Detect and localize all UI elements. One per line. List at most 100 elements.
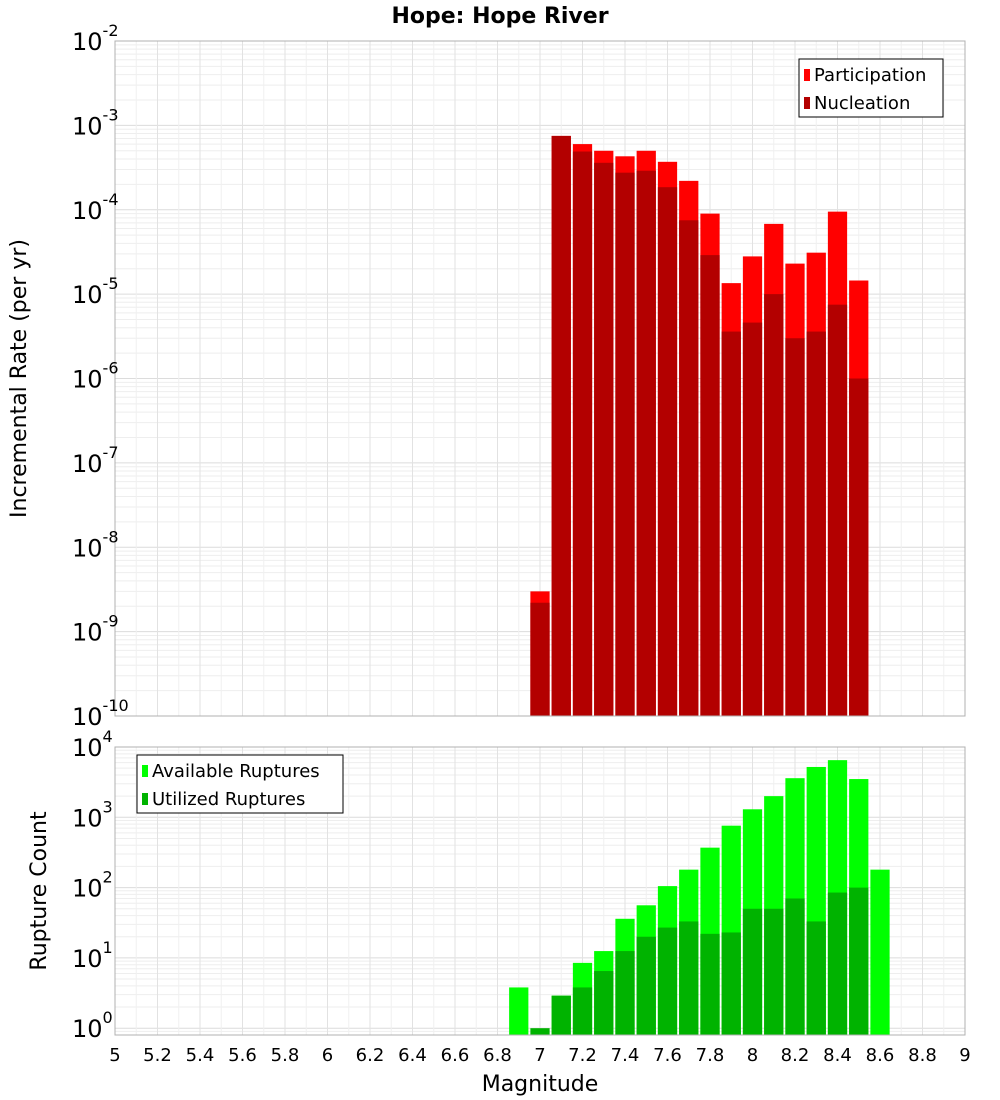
y-tick-label: 10-3 (72, 105, 119, 140)
y-tick-base: 10 (72, 197, 103, 225)
x-tick-label: 7 (534, 1045, 545, 1066)
x-tick-label: 6.6 (441, 1045, 470, 1066)
y-tick-base: 10 (72, 804, 103, 832)
bar-nucleation (742, 322, 763, 716)
y-tick-label: 10-5 (72, 274, 119, 309)
y-tick-base: 10 (72, 1015, 103, 1043)
x-tick-label: 8.6 (866, 1045, 895, 1066)
bar-nucleation (806, 331, 826, 716)
x-axis-title: Magnitude (482, 1072, 599, 1097)
bar-utilized-ruptures (700, 933, 720, 1035)
x-tick-label: 5.8 (271, 1045, 300, 1066)
y-tick-exponent: 4 (103, 727, 113, 746)
x-tick-label: 5.6 (228, 1045, 257, 1066)
bar-nucleation (721, 331, 741, 716)
bar-nucleation (530, 602, 550, 716)
legend: Participation Nucleation (798, 58, 944, 118)
y-tick-base: 10 (72, 734, 103, 762)
bar-utilized-ruptures (679, 921, 699, 1035)
x-tick-label: 7.8 (696, 1045, 725, 1066)
bar-utilized-ruptures (657, 927, 678, 1035)
x-tick-label: 8.2 (781, 1045, 810, 1066)
bar-utilized-ruptures (764, 908, 784, 1035)
x-tick-label: 6.4 (398, 1045, 427, 1066)
y-tick-exponent: -5 (103, 274, 119, 293)
y-tick-base: 10 (72, 112, 103, 140)
bar-nucleation (785, 338, 805, 716)
x-tick-label: 8 (747, 1045, 758, 1066)
y-tick-exponent: -7 (103, 443, 119, 462)
bar-utilized-ruptures (849, 887, 869, 1035)
bar-utilized-ruptures (827, 892, 848, 1035)
plot-frame (114, 40, 966, 717)
bar-nucleation (700, 255, 720, 716)
bar-nucleation (594, 162, 614, 716)
y-tick-label: 10-6 (72, 359, 119, 394)
bar-utilized-ruptures (551, 995, 571, 1035)
y-tick-exponent: 0 (103, 1008, 113, 1027)
y-tick-label: 10-4 (72, 190, 119, 225)
y-tick-label: 10-8 (72, 527, 119, 562)
y-tick-label: 10-2 (72, 21, 119, 56)
bar-nucleation (657, 187, 678, 716)
bars (530, 135, 869, 717)
y-tick-base: 10 (72, 450, 103, 478)
y-tick-base: 10 (72, 366, 103, 394)
x-tick-label: 7.2 (568, 1045, 597, 1066)
y-tick-base: 10 (72, 619, 103, 647)
bar-utilized-ruptures (636, 936, 656, 1035)
y-tick-base: 10 (72, 28, 103, 56)
y-tick-label: 104 (72, 727, 113, 762)
y-tick-exponent: -3 (103, 105, 119, 124)
bar-utilized-ruptures (594, 971, 614, 1035)
y-tick-label: 100 (72, 1008, 113, 1043)
series-nucleation (530, 135, 869, 717)
x-tick-label: 5.4 (186, 1045, 215, 1066)
legend-swatch (142, 793, 148, 805)
bar-utilized-ruptures (785, 898, 805, 1035)
y-tick-base: 10 (72, 703, 103, 731)
legend-box (136, 754, 344, 814)
bar-utilized-ruptures (742, 908, 763, 1035)
y-tick-exponent: 3 (103, 797, 113, 816)
legend-label: Available Ruptures (152, 761, 320, 782)
panel-rates: 10-210-310-410-510-610-710-810-910-10Inc… (7, 21, 966, 731)
legend-swatch (804, 69, 810, 81)
y-tick-label: 102 (72, 868, 113, 903)
bar-utilized-ruptures (721, 932, 741, 1035)
bar-utilized-ruptures (806, 921, 826, 1035)
y-tick-exponent: 2 (103, 868, 113, 887)
x-tick-labels: 5 5.2 5.4 5.6 5.8 6 6.2 6.4 6.6 6.8 7 7.2 7.4 7.6 7.8 8… (109, 1045, 970, 1066)
y-tick-exponent: -9 (103, 612, 119, 631)
x-tick-label: 5.2 (143, 1045, 172, 1066)
bar-nucleation (849, 378, 869, 716)
x-tick-label: 8.4 (823, 1045, 852, 1066)
x-tick-label: 6.2 (356, 1045, 385, 1066)
y-tick-exponent: -2 (103, 21, 119, 40)
y-tick-labels: 10-210-310-410-510-610-710-810-910-10 (72, 21, 129, 731)
bar-nucleation (764, 294, 784, 716)
y-tick-label: 103 (72, 797, 113, 832)
legend-label: Nucleation (814, 93, 910, 114)
y-axis-title: Rupture Count (27, 811, 52, 971)
y-tick-exponent: 1 (103, 938, 113, 957)
legend-box (798, 58, 944, 118)
bar-available-ruptures (870, 869, 890, 1035)
y-tick-label: 101 (72, 938, 113, 973)
bars (509, 760, 890, 1035)
bar-nucleation (572, 151, 593, 716)
y-tick-base: 10 (72, 945, 103, 973)
x-tick-label: 7.6 (653, 1045, 682, 1066)
bar-utilized-ruptures (530, 1028, 550, 1035)
y-axis-title: Incremental Rate (per yr) (7, 239, 32, 518)
chart-title: Hope: Hope River (391, 4, 608, 29)
y-tick-exponent: -8 (103, 527, 119, 546)
plot-frame (114, 746, 966, 1036)
y-tick-exponent: -6 (103, 359, 119, 378)
y-tick-label: 10-9 (72, 612, 119, 647)
y-tick-base: 10 (72, 534, 103, 562)
